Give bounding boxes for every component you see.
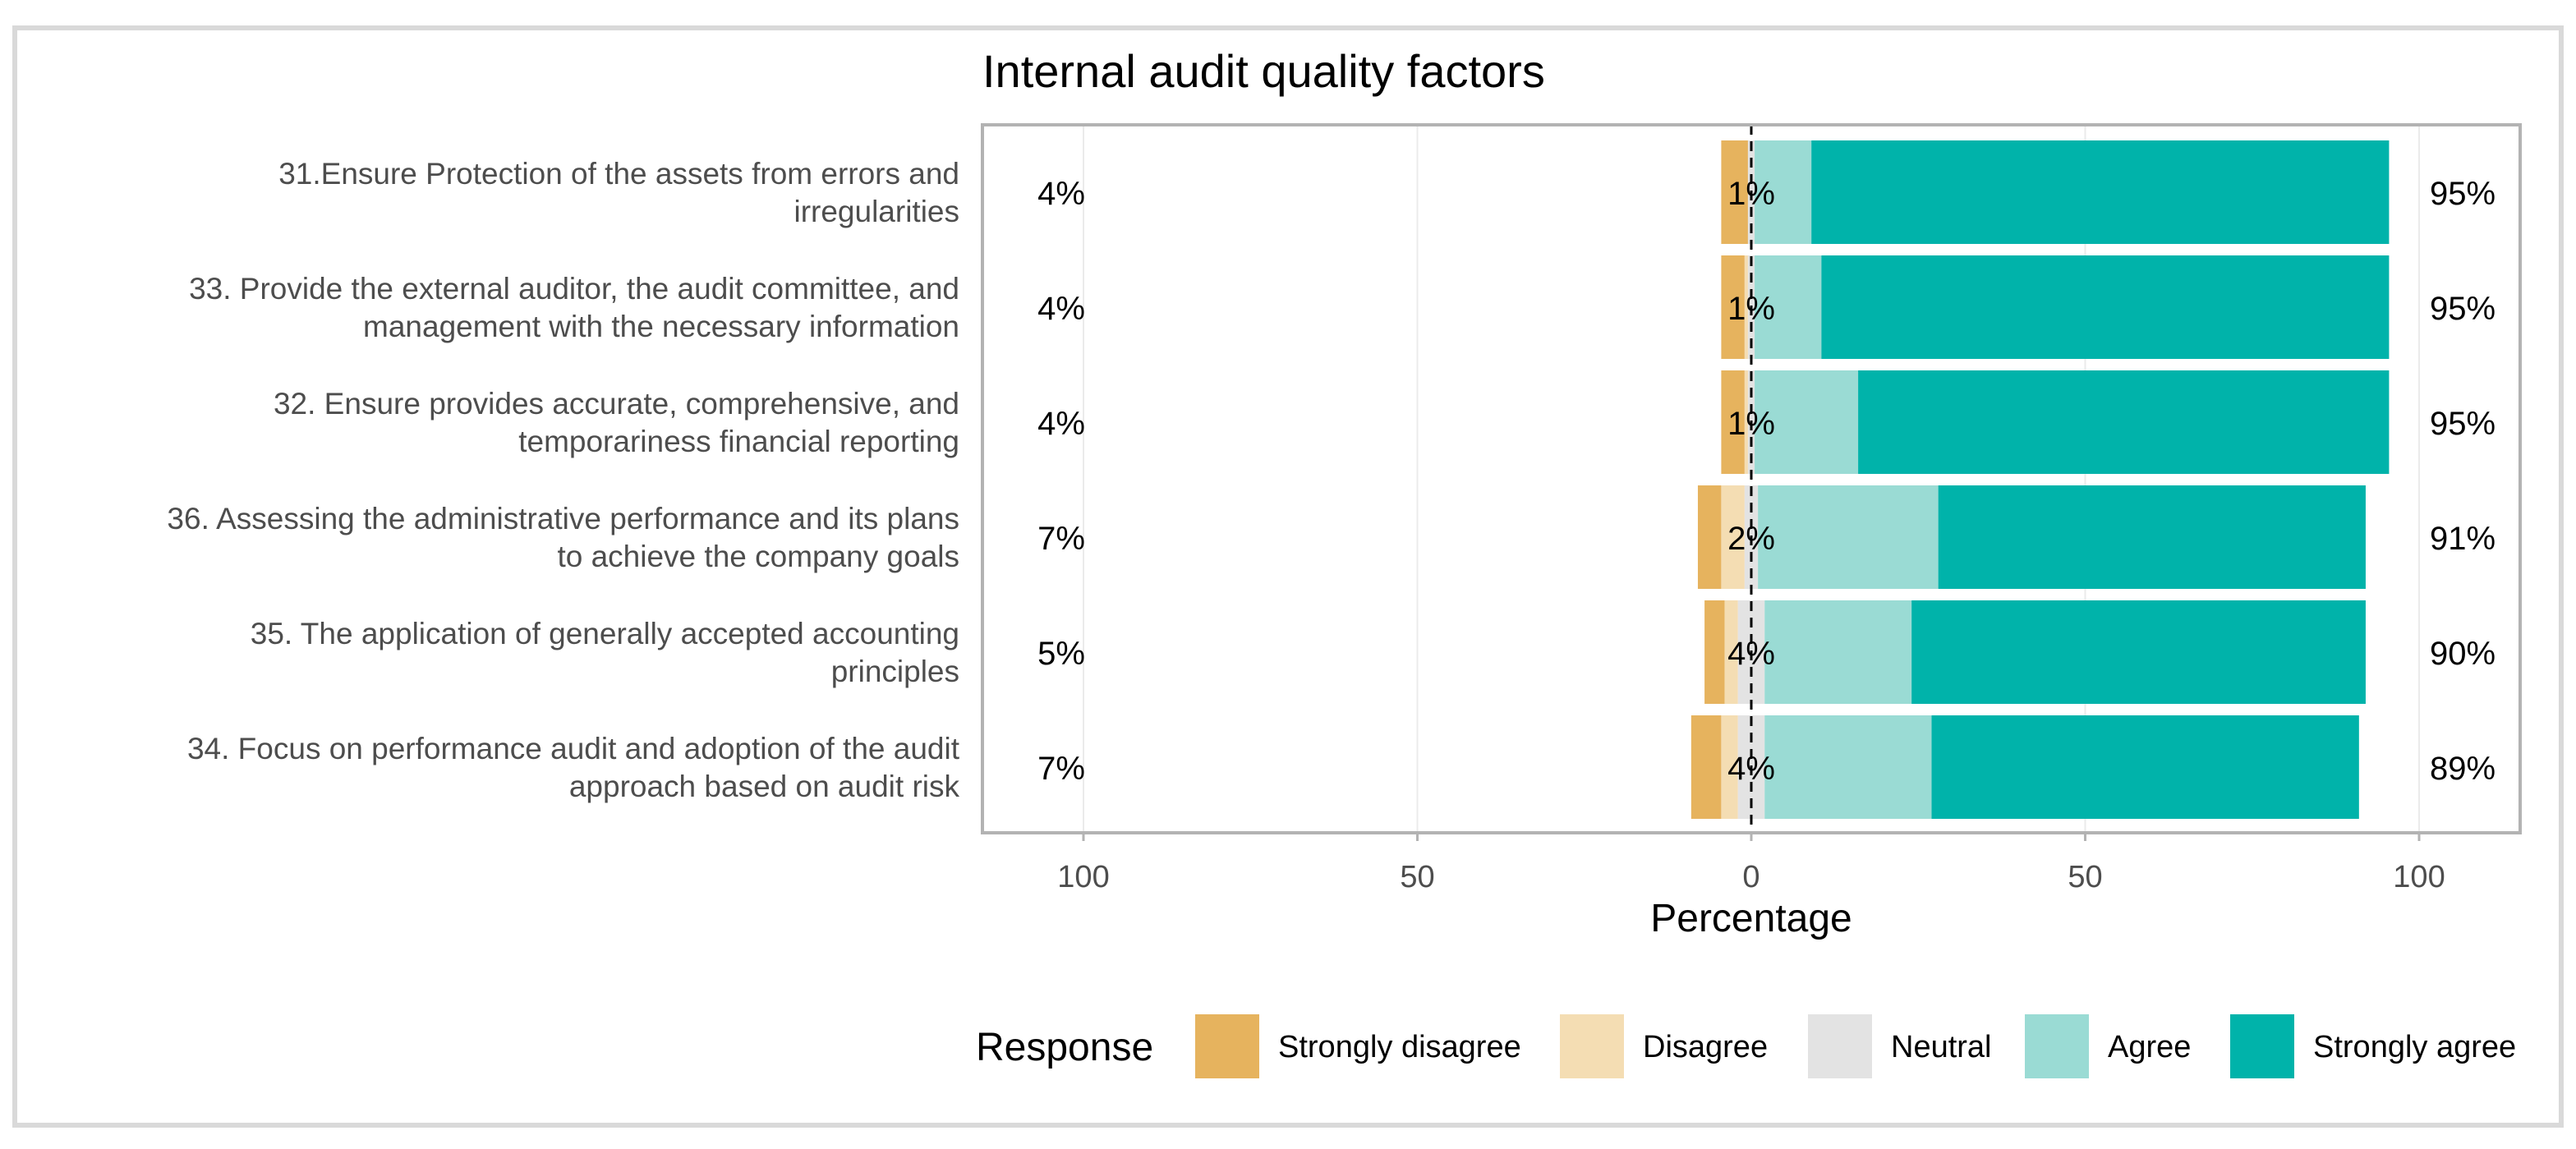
legend-label: Disagree (1643, 1030, 1768, 1064)
x-axis-title: Percentage (1650, 897, 1852, 940)
high-percent-label: 91% (2430, 521, 2496, 557)
bar-disagree (1724, 600, 1738, 704)
low-percent-label: 4% (1037, 291, 1085, 327)
low-percent-label: 4% (1037, 406, 1085, 442)
legend-label: Agree (2108, 1030, 2191, 1064)
bar-strongly-agree (1911, 600, 2366, 704)
low-percent-label: 4% (1037, 176, 1085, 212)
bar-strongly-disagree (1690, 715, 1722, 819)
bar-strongly-disagree (1721, 140, 1748, 244)
legend-swatch-agree (2023, 1013, 2091, 1080)
bar-strongly-agree (1931, 715, 2359, 819)
legend-label: Neutral (1891, 1030, 1992, 1064)
category-label: 35. The application of generally accepte… (251, 617, 959, 688)
bar-strongly-disagree (1697, 485, 1722, 589)
bar-agree (1755, 255, 1822, 359)
plot-area: 4% 1% 95%4% 1% 95%4% 1% 95%7% 2% 91%5% 4% 90%7% 4% 8… (1037, 125, 2496, 833)
bar-disagree (1721, 715, 1738, 819)
legend-label: Strongly agree (2313, 1030, 2516, 1064)
bar-disagree (1744, 255, 1748, 359)
legend-swatch-disagree (1558, 1013, 1626, 1080)
bar-agree (1755, 140, 1812, 244)
legend-swatch-neutral (1806, 1013, 1874, 1080)
x-tick-label: 50 (2068, 860, 2102, 894)
bar-strongly-disagree (1721, 255, 1745, 359)
bar-strongly-disagree (1704, 600, 1725, 704)
category-label: 33. Provide the external auditor, the au… (189, 272, 959, 343)
x-tick-label: 100 (2393, 860, 2445, 894)
low-percent-label: 7% (1037, 521, 1085, 557)
high-percent-label: 95% (2430, 176, 2496, 212)
bar-agree (1755, 370, 1859, 474)
category-label: 36. Assessing the administrative perform… (167, 502, 959, 573)
legend-label: Strongly disagree (1278, 1030, 1521, 1064)
bar-strongly-agree (1858, 370, 2390, 474)
bar-agree (1764, 600, 1912, 704)
high-percent-label: 89% (2430, 751, 2496, 787)
high-percent-label: 90% (2430, 636, 2496, 672)
low-percent-label: 5% (1037, 636, 1085, 672)
bar-agree (1758, 485, 1939, 589)
bar-disagree (1744, 370, 1748, 474)
category-labels: 31.Ensure Protection of the assets from … (167, 157, 959, 803)
legend-swatch-strongly-agree (2229, 1013, 2296, 1080)
legend-swatch-strongly-disagree (1194, 1013, 1261, 1080)
chart-title: Internal audit quality factors (982, 45, 1545, 97)
bar-strongly-disagree (1721, 370, 1745, 474)
bar-strongly-agree (1811, 140, 2390, 244)
x-tick-label: 100 (1057, 860, 1109, 894)
low-percent-label: 7% (1037, 751, 1085, 787)
category-label: 31.Ensure Protection of the assets from … (278, 157, 959, 228)
bar-disagree (1721, 485, 1745, 589)
category-label: 34. Focus on performance audit and adopt… (187, 732, 960, 803)
x-axis: 100 50 0 50 100 (1057, 833, 2445, 894)
x-tick-label: 0 (1742, 860, 1760, 894)
legend: Response Strongly disagree Disagree Neutra… (976, 1013, 2516, 1080)
bar-agree (1764, 715, 1932, 819)
high-percent-label: 95% (2430, 406, 2496, 442)
bar-strongly-agree (1938, 485, 2366, 589)
x-tick-label: 50 (1400, 860, 1434, 894)
bar-strongly-agree (1821, 255, 2390, 359)
category-label: 32. Ensure provides accurate, comprehens… (274, 387, 959, 458)
legend-title: Response (976, 1026, 1153, 1069)
high-percent-label: 95% (2430, 291, 2496, 327)
